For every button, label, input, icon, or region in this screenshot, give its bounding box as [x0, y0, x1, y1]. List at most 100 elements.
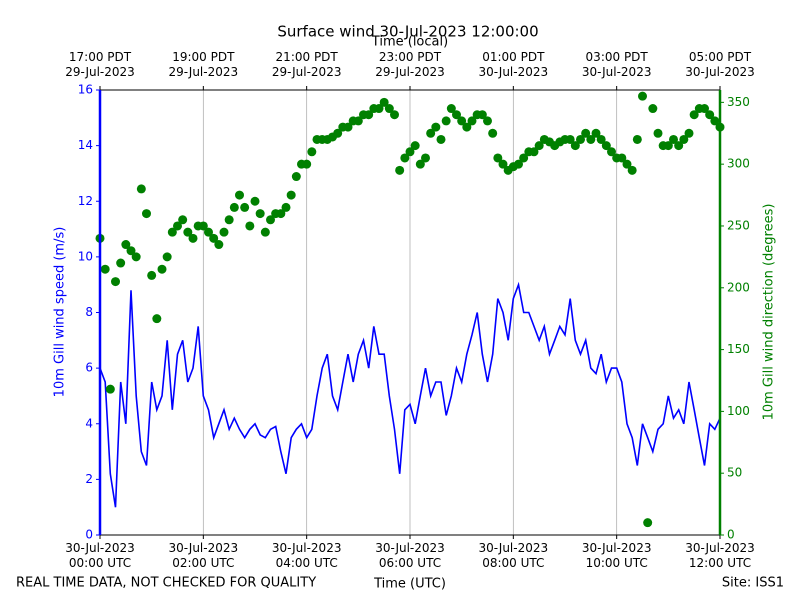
direction-point [219, 227, 229, 237]
x2-tick-label: 17:00 PDT 29-Jul-2023 [65, 50, 135, 79]
direction-point [384, 104, 394, 114]
y-tick-label: 16 [78, 83, 93, 97]
direction-point [617, 153, 627, 163]
direction-point [426, 128, 436, 138]
y2-tick-label: 350 [727, 95, 750, 109]
y-tick-label: 4 [85, 416, 93, 430]
direction-point [136, 184, 146, 194]
direction-point [266, 215, 275, 225]
x2-tick-label: 19:00 PDT 29-Jul-2023 [168, 50, 239, 79]
direction-point [178, 215, 188, 225]
direction-point [431, 122, 441, 132]
footnote: REAL TIME DATA, NOT CHECKED FOR QUALITY [16, 576, 316, 591]
direction-point [260, 227, 270, 237]
direction-point [596, 134, 606, 144]
direction-point [534, 141, 544, 151]
direction-point [105, 384, 115, 394]
x-tick-label: 30-Jul-2023 04:00 UTC [271, 541, 342, 570]
direction-point [204, 227, 213, 237]
y2-tick-label: 50 [727, 466, 742, 480]
direction-point [167, 227, 177, 237]
direction-point [441, 116, 451, 126]
direction-point [152, 314, 162, 324]
direction-point [116, 258, 126, 268]
y-tick-label: 0 [85, 528, 93, 542]
x-tick-label: 30-Jul-2023 12:00 UTC [685, 541, 755, 570]
direction-point [214, 240, 224, 250]
direction-point [353, 116, 363, 126]
x-tick-label: 30-Jul-2023 00:00 UTC [65, 541, 135, 570]
direction-point [224, 215, 234, 225]
direction-point [276, 209, 286, 219]
direction-point [700, 104, 709, 114]
x2-tick-label: 05:00 PDT 30-Jul-2023 [685, 50, 755, 79]
direction-point [477, 110, 487, 120]
x-tick-label: 30-Jul-2023 08:00 UTC [478, 541, 549, 570]
direction-point [519, 153, 529, 163]
direction-point [173, 221, 182, 231]
y2-tick-label: 0 [727, 528, 735, 542]
x2-axis-title: Time (local) [371, 35, 448, 50]
y2-tick-label: 250 [727, 218, 750, 232]
direction-point [415, 159, 425, 169]
direction-point [307, 147, 317, 157]
direction-point [586, 134, 596, 144]
direction-point [452, 110, 461, 120]
x-tick-label: 30-Jul-2023 02:00 UTC [168, 541, 239, 570]
direction-point [663, 141, 673, 151]
direction-point [648, 104, 658, 114]
direction-point [126, 246, 136, 256]
y2-axis-title: 10m Gill wind direction (degrees) [762, 204, 777, 421]
direction-point [209, 233, 219, 243]
direction-point [529, 147, 539, 157]
direction-point [188, 233, 198, 243]
direction-point [162, 252, 172, 262]
x-axis-title: Time (UTC) [373, 577, 446, 592]
direction-point [343, 122, 353, 132]
x2-tick-label: 21:00 PDT 29-Jul-2023 [271, 50, 342, 79]
x-tick-label: 30-Jul-2023 06:00 UTC [375, 541, 445, 570]
direction-point [421, 153, 430, 163]
direction-point [627, 165, 637, 175]
y-tick-label: 2 [85, 472, 93, 486]
direction-point [591, 128, 601, 138]
direction-point [601, 141, 611, 151]
direction-point [240, 202, 250, 212]
speed-line [99, 281, 721, 508]
direction-point [498, 159, 508, 169]
direction-point [679, 134, 689, 144]
y2-tick-label: 150 [727, 342, 750, 356]
y2-tick-label: 300 [727, 157, 750, 171]
direction-point [565, 134, 575, 144]
direction-point [705, 110, 715, 120]
y-tick-label: 12 [78, 194, 93, 208]
direction-point [643, 518, 653, 528]
y-tick-label: 14 [78, 138, 93, 152]
y-tick-label: 10 [78, 249, 93, 263]
direction-point [436, 134, 446, 144]
direction-point [245, 221, 255, 231]
direction-point [374, 104, 384, 114]
direction-point [157, 264, 167, 274]
direction-point [467, 116, 477, 126]
x-tick-label: 30-Jul-2023 10:00 UTC [581, 541, 652, 570]
direction-point [379, 97, 389, 107]
site-label: Site: ISS1 [722, 576, 784, 591]
y2-tick-label: 200 [727, 280, 750, 294]
direction-point [405, 147, 415, 157]
direction-point [632, 134, 642, 144]
y2-tick-label: 100 [727, 404, 750, 418]
direction-point [488, 128, 498, 138]
direction-point [121, 240, 131, 250]
direction-point [131, 252, 141, 262]
direction-point [286, 190, 296, 200]
direction-point [570, 141, 580, 151]
direction-point [183, 227, 193, 237]
direction-point [395, 165, 405, 175]
direction-point [250, 196, 260, 206]
direction-point [142, 209, 151, 219]
direction-point [364, 110, 374, 120]
direction-point [100, 264, 110, 274]
